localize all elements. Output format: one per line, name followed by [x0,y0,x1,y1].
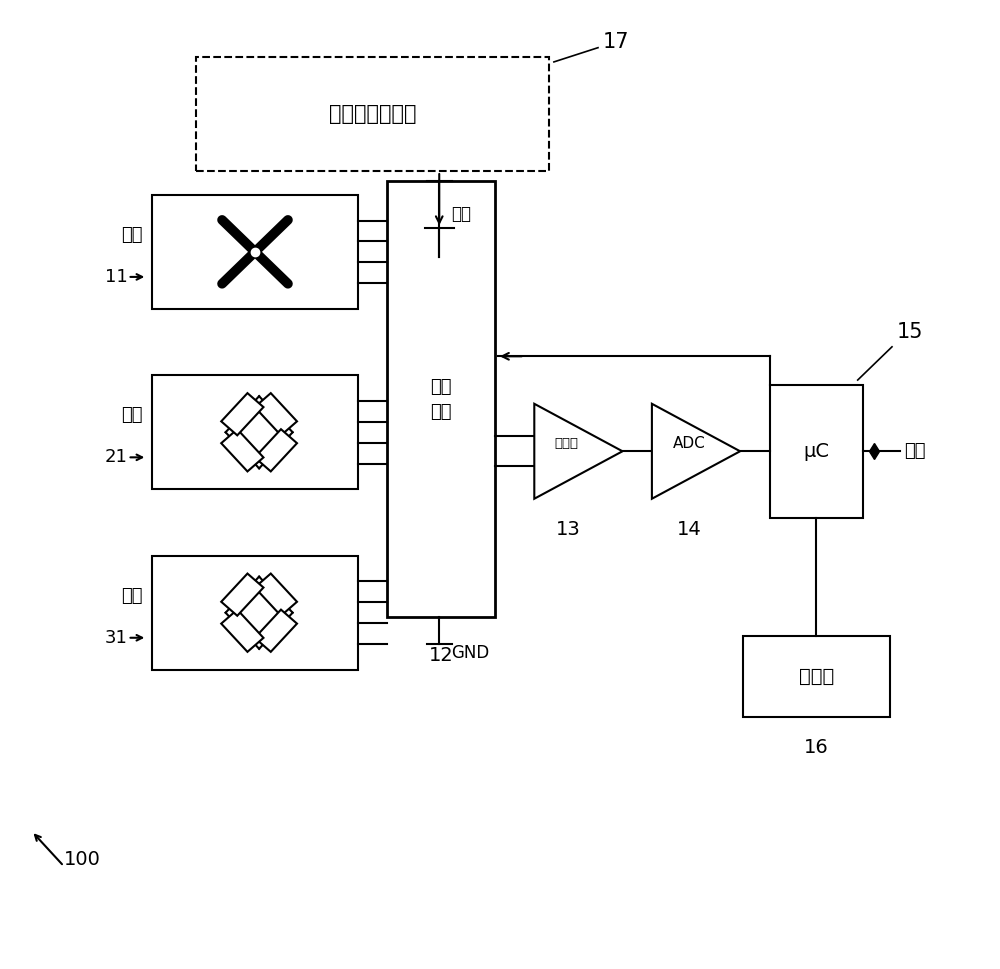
Text: ADC: ADC [673,436,706,452]
Polygon shape [221,393,263,435]
Bar [196,57,549,172]
Bar [387,180,495,617]
Text: 14: 14 [677,519,702,539]
Bar [770,385,863,517]
Text: μC: μC [803,442,829,461]
Text: 21: 21 [105,449,128,466]
Polygon shape [221,429,263,472]
Text: 放大器: 放大器 [555,437,579,451]
Polygon shape [255,429,297,472]
Polygon shape [221,574,263,615]
Text: 16: 16 [804,738,829,757]
Polygon shape [221,610,263,652]
Text: 输出: 输出 [904,442,925,460]
Text: 12: 12 [429,646,454,665]
Polygon shape [534,404,622,499]
Text: 应力: 应力 [121,586,142,605]
Text: GND: GND [451,644,489,662]
Polygon shape [652,404,740,499]
Text: 15: 15 [897,322,923,342]
Polygon shape [255,610,297,652]
Text: 17: 17 [603,32,629,52]
Bar [743,637,890,717]
Text: 31: 31 [105,629,128,646]
Bar [152,195,358,309]
Text: 霏尔: 霏尔 [121,226,142,244]
Polygon shape [255,574,297,615]
Bar [152,556,358,670]
Text: 100: 100 [64,850,101,869]
Text: 电源: 电源 [451,205,471,224]
Text: 切换
装置: 切换 装置 [430,378,452,421]
Text: 恒定电压生成器: 恒定电压生成器 [329,104,416,124]
Text: 温度: 温度 [121,406,142,424]
Bar [152,375,358,489]
Text: 13: 13 [556,519,581,539]
Polygon shape [255,393,297,435]
Text: 存储器: 存储器 [799,668,834,686]
Text: 11: 11 [105,267,128,286]
